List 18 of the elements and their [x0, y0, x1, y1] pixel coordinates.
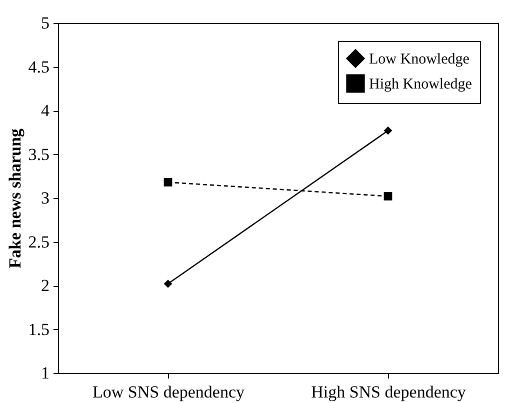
- y-tick-label: 2.5: [28, 232, 50, 252]
- y-tick-label: 3.5: [28, 144, 50, 164]
- y-tick-label: 4: [41, 101, 50, 120]
- y-tick-label: 1: [41, 364, 50, 382]
- x-tick-label: High SNS dependency: [311, 382, 466, 402]
- y-tick-label: 2: [41, 276, 50, 295]
- point: [384, 192, 392, 200]
- point: [384, 126, 392, 135]
- y-axis-title: Fake news sharung: [5, 128, 24, 268]
- legend-label: High Knowledge: [369, 76, 472, 92]
- point: [164, 280, 172, 288]
- y-tick-label: 4.5: [28, 57, 50, 76]
- y-tick-label: 3: [41, 188, 50, 208]
- point: [164, 178, 172, 186]
- y-tick-label: 1.5: [28, 320, 50, 339]
- y-tick-label: 5: [41, 14, 50, 32]
- legend-label: Low Knowledge: [369, 52, 470, 68]
- x-tick-label: Low SNS dependency: [92, 382, 246, 402]
